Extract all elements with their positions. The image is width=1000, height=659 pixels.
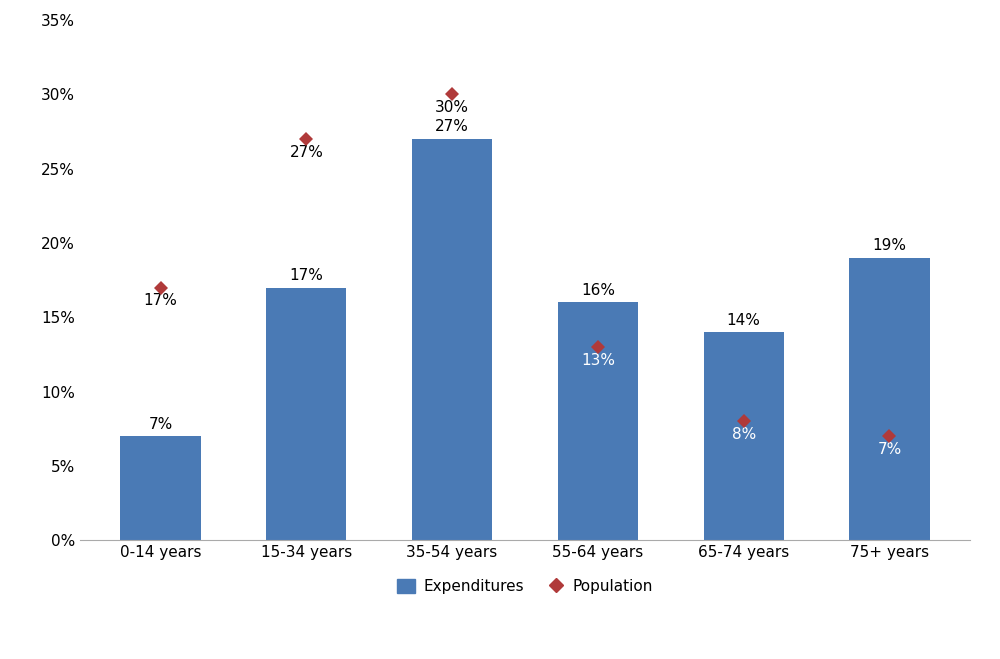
Legend: Expenditures, Population: Expenditures, Population <box>391 573 659 600</box>
Text: 14%: 14% <box>727 312 761 328</box>
Text: 8%: 8% <box>732 427 756 442</box>
Text: 13%: 13% <box>581 353 615 368</box>
Text: 19%: 19% <box>872 239 906 253</box>
Bar <box>558 302 638 540</box>
Text: 27%: 27% <box>435 119 469 134</box>
Bar <box>266 287 346 540</box>
Text: 16%: 16% <box>581 283 615 298</box>
Bar <box>412 139 492 540</box>
Text: 17%: 17% <box>289 268 323 283</box>
Text: 7%: 7% <box>877 442 902 457</box>
Text: 17%: 17% <box>144 293 177 308</box>
Bar <box>849 258 930 540</box>
Text: 27%: 27% <box>289 145 323 159</box>
Bar <box>120 436 201 540</box>
Bar <box>704 332 784 540</box>
Text: 30%: 30% <box>435 100 469 115</box>
Text: 7%: 7% <box>148 416 173 432</box>
